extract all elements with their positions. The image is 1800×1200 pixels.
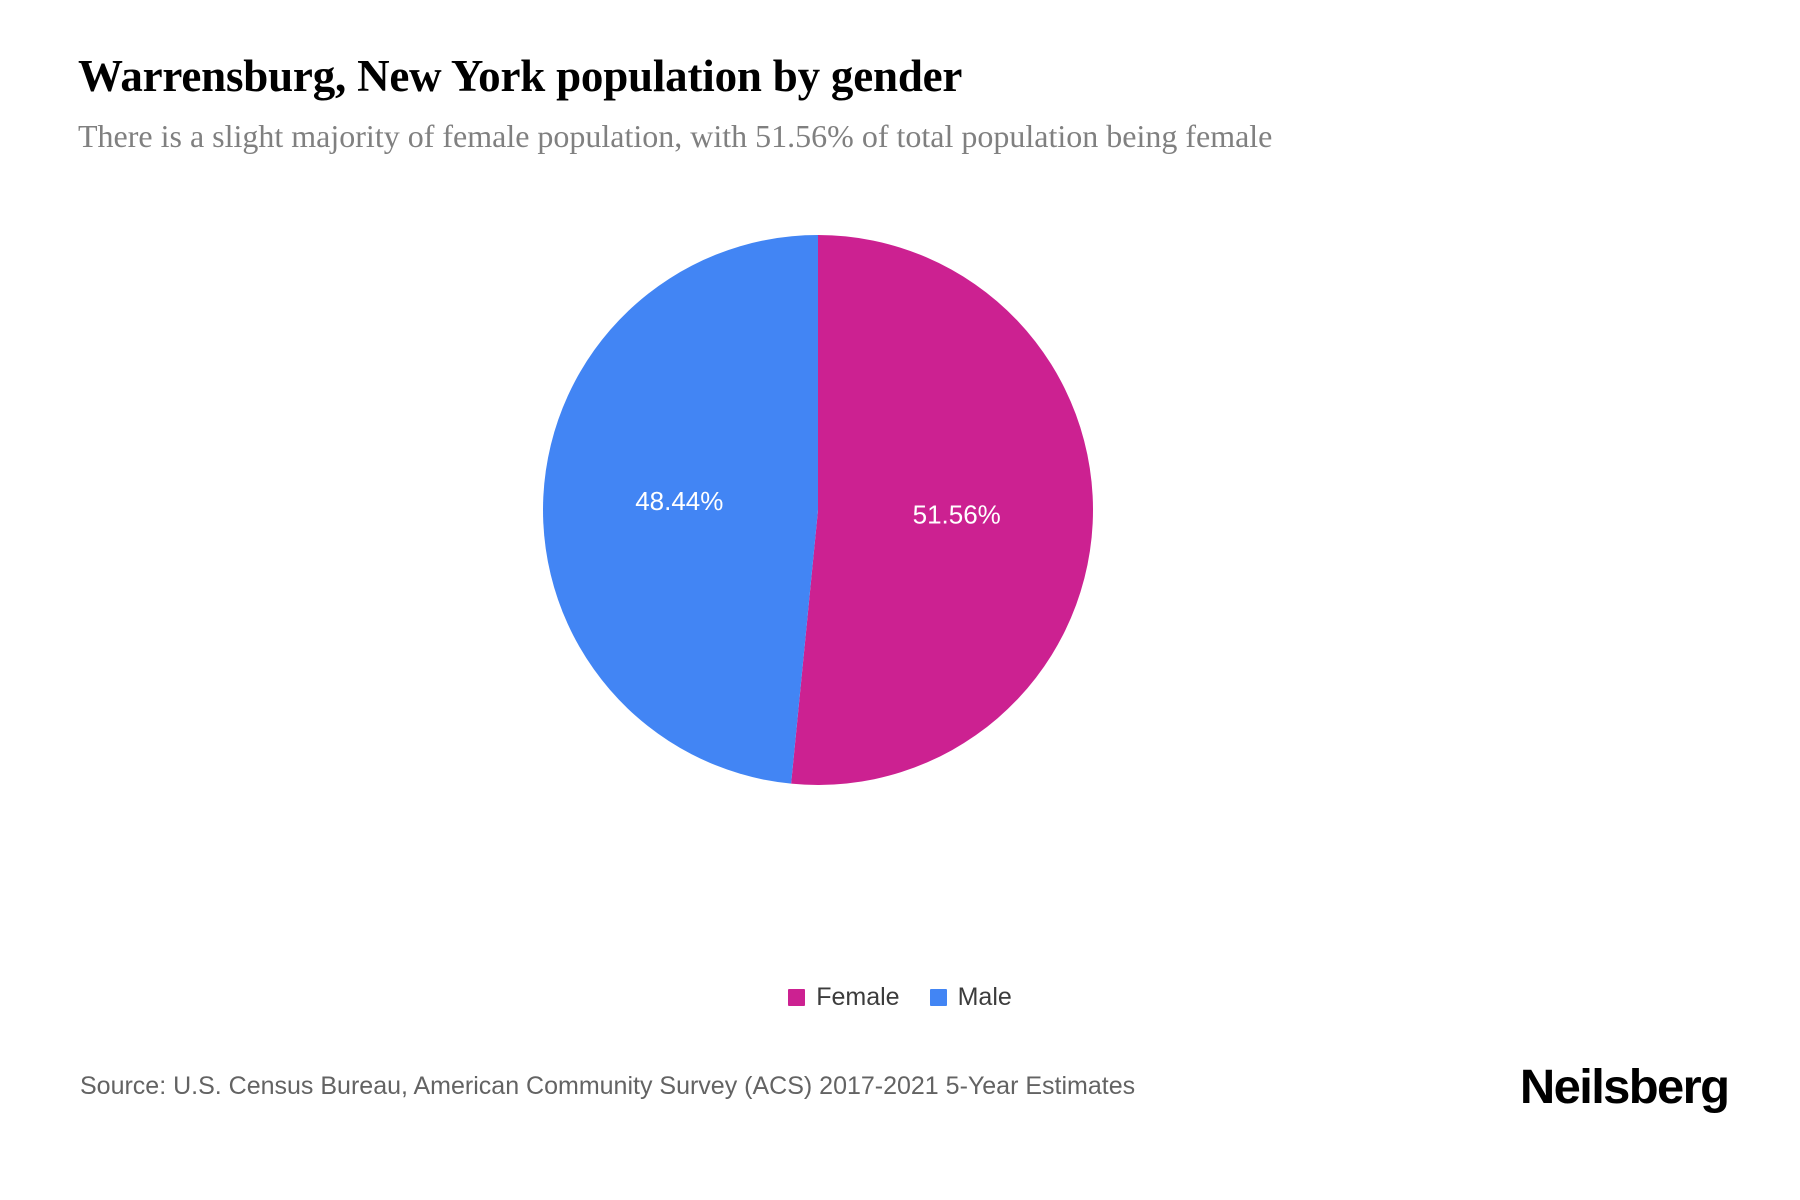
chart-header: Warrensburg, New York population by gend… [78,48,1738,158]
legend-label-male: Male [957,983,1012,1011]
chart-footer: Source: U.S. Census Bureau, American Com… [0,1062,1800,1132]
pie-svg: 51.56% 48.44% [543,235,1094,785]
legend-swatch-female-icon [788,989,806,1006]
legend-label-female: Female [816,983,900,1011]
pie-slice-male[interactable] [543,235,818,784]
brand-logo: Neilsberg [1519,1061,1730,1114]
legend-item-male[interactable]: Male [929,983,1012,1011]
page-title: Warrensburg, New York population by gend… [78,51,963,101]
legend-swatch-male-icon [929,989,947,1006]
pie-chart: 51.56% 48.44% [543,235,1094,785]
pie-slice-label-male: 48.44% [635,486,723,516]
pie-slice-label-female: 51.56% [913,500,1001,530]
chart-legend: Female Male [0,985,1800,1010]
plot-area: 51.56% 48.44% [0,200,1800,840]
source-attribution: Source: U.S. Census Bureau, American Com… [80,1072,1136,1100]
legend-item-female[interactable]: Female [788,983,900,1011]
chart-subtitle: There is a slight majority of female pop… [78,118,1273,154]
pie-slice-female[interactable] [791,235,1094,785]
